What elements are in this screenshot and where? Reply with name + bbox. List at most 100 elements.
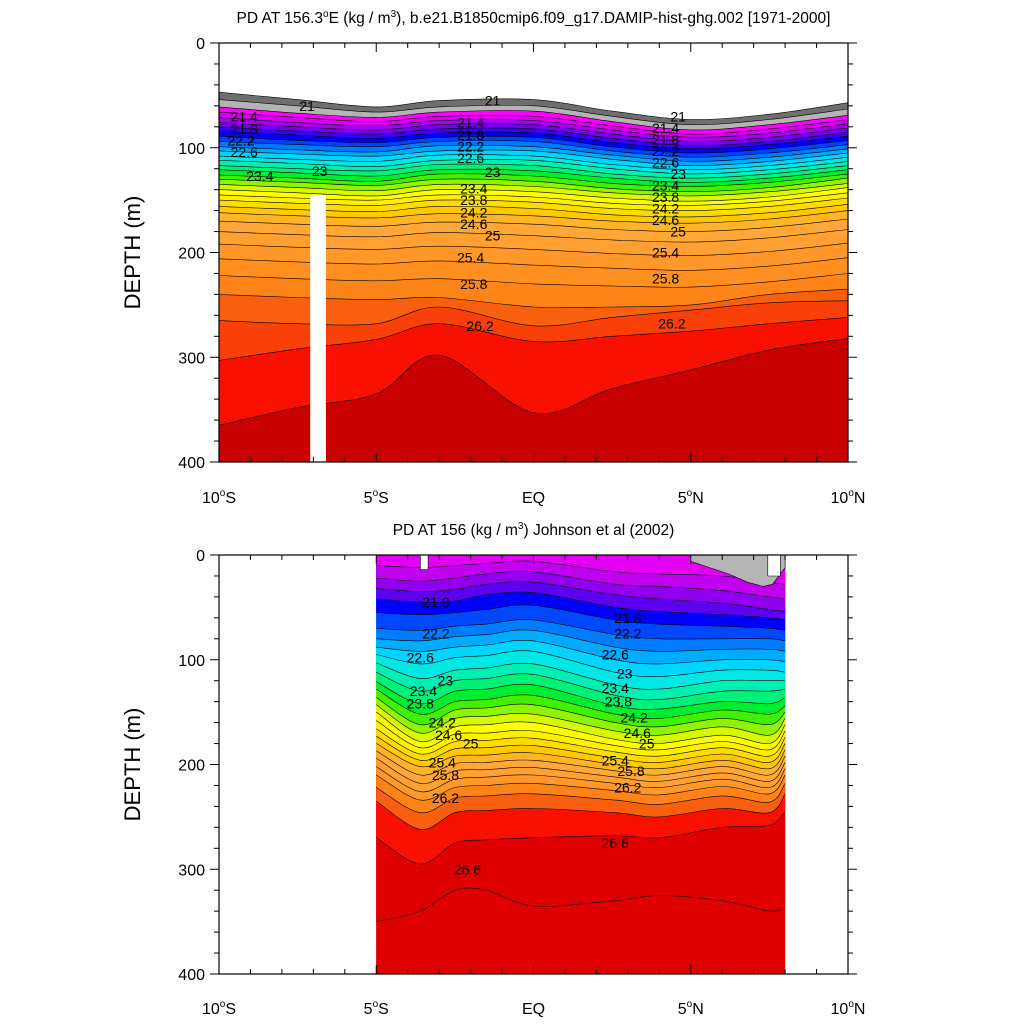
x-tick-label: 5oS	[364, 488, 389, 507]
contour-label: 23.4	[460, 181, 487, 197]
contour-label: 25	[670, 224, 686, 240]
x-tick-label: 5oN	[678, 488, 704, 507]
contour-label: 24.6	[460, 216, 487, 232]
contour-line	[376, 711, 786, 744]
contour-label: 23.8	[652, 189, 679, 205]
contour-line	[376, 704, 786, 736]
chart-title: PD AT 156 (kg / m3) Johnson et al (2002)	[393, 521, 675, 539]
contour-line	[376, 619, 786, 642]
contour-label: 21	[670, 108, 686, 124]
y-axis-label: DEPTH (m)	[120, 196, 145, 310]
contour-line	[219, 135, 848, 154]
missing-data-patch	[690, 555, 786, 587]
contour-line	[376, 591, 786, 621]
contour-label: 21.8	[614, 610, 641, 626]
contour-label: 25	[639, 736, 655, 752]
contour-line	[219, 169, 848, 183]
contour-label: 25.8	[460, 276, 487, 292]
plot-area: 21.822.222.62323.423.824.224.62525.425.8…	[376, 555, 786, 974]
contour-line	[376, 697, 786, 728]
missing-data-patch	[419, 555, 429, 571]
contour-line	[219, 122, 848, 142]
contour-label: 24.6	[624, 725, 651, 741]
contour-label: 22.2	[652, 143, 679, 159]
contour-line	[376, 743, 786, 770]
y-tick-label: 300	[178, 350, 205, 367]
bottom-contour-panel: 21.822.222.62323.423.824.224.62525.425.8…	[120, 521, 865, 1018]
contour-line	[376, 735, 786, 763]
contour-line	[376, 783, 786, 814]
contour-label: 23.4	[602, 680, 629, 696]
contour-line	[376, 793, 786, 830]
contour-label: 24.2	[621, 709, 648, 725]
x-tick-label: 10oN	[831, 999, 866, 1018]
axes: 0 100 200 300 400 10oS 5oS EQ 5oN 10oN	[178, 36, 865, 507]
contour-label: 21.4	[231, 108, 258, 124]
contour-line	[219, 149, 848, 166]
contour-line	[376, 604, 786, 631]
contour-line	[219, 126, 848, 147]
contour-label: 25	[463, 736, 479, 752]
contour-line	[376, 720, 786, 751]
contour-label: 22.6	[407, 650, 434, 666]
contour-label: 23	[312, 163, 328, 179]
contour-label: 22.2	[422, 626, 449, 642]
contour-line	[219, 99, 848, 126]
contour-line	[219, 154, 848, 171]
contour-label: 24.2	[652, 201, 679, 217]
density-band	[376, 555, 786, 585]
contour-line	[219, 106, 848, 131]
contour-label: 22.6	[652, 154, 679, 170]
y-tick-label: 400	[178, 455, 205, 472]
contour-line	[219, 117, 848, 138]
contour-line	[219, 159, 848, 175]
contour-label: 25.8	[432, 767, 459, 783]
contour-label: 23.8	[605, 694, 632, 710]
contour-label: 24.6	[435, 727, 462, 743]
y-tick-label: 200	[178, 246, 205, 263]
contour-label: 23	[485, 164, 501, 180]
contour-label: 23.4	[246, 168, 273, 184]
y-tick-label: 0	[196, 548, 205, 565]
y-tick-label: 300	[178, 862, 205, 879]
y-tick-label: 400	[178, 967, 205, 984]
contour-line	[376, 757, 786, 784]
contour-label: 23.4	[652, 177, 679, 193]
contour-line	[219, 338, 848, 426]
contour-label: 21.8	[652, 131, 679, 147]
contour-line	[219, 177, 848, 193]
x-tick-label: EQ	[522, 1001, 545, 1018]
contour-line	[219, 183, 848, 197]
contour-line	[376, 672, 786, 701]
contour-label: 26.6	[602, 835, 629, 851]
contour-label: 21.4	[457, 115, 484, 131]
contour-label: 24.6	[652, 212, 679, 228]
contour-label: 23	[438, 673, 454, 689]
contour-line	[376, 662, 786, 690]
contour-label: 24.2	[429, 715, 456, 731]
x-tick-label: 10oS	[202, 999, 236, 1018]
contour-label: 23	[617, 665, 633, 681]
contour-label: 22.2	[457, 139, 484, 155]
y-tick-label: 100	[178, 653, 205, 670]
density-band	[219, 43, 848, 120]
contour-line	[376, 570, 786, 600]
contour-label: 23.8	[460, 192, 487, 208]
contour-label: 25.8	[617, 763, 644, 779]
contour-line	[219, 111, 848, 135]
x-tick-label: EQ	[522, 490, 545, 507]
axes: 0 100 200 300 400 10oS 5oS EQ 5oN 10oN	[178, 548, 865, 1018]
contour-line	[376, 811, 786, 865]
y-tick-label: 100	[178, 141, 205, 158]
contour-label: 25.4	[652, 245, 679, 261]
contour-label: 21.8	[231, 121, 258, 137]
contour-line	[376, 728, 786, 757]
contour-line	[219, 173, 848, 187]
contour-label: 21	[485, 93, 501, 109]
contour-line	[219, 187, 848, 202]
contour-label: 26.2	[614, 780, 641, 796]
y-tick-label: 0	[196, 36, 205, 53]
missing-data-column	[310, 194, 326, 462]
chart-title: PD AT 156.3oE (kg / m3), b.e21.B1850cmip…	[237, 9, 831, 27]
